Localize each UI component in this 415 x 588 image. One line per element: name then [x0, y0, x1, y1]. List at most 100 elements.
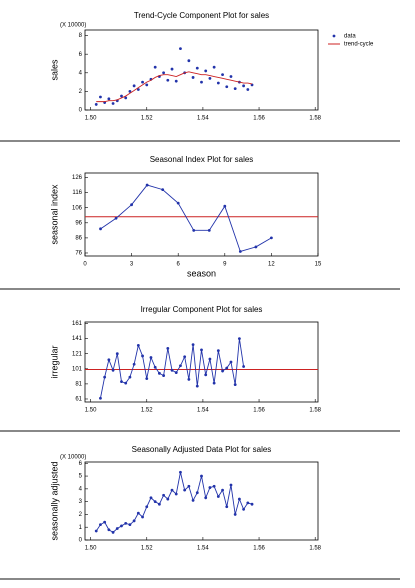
data-point	[191, 498, 195, 502]
y-multiplier: (X 10000)	[60, 455, 86, 461]
data-point	[115, 527, 119, 530]
y-axis-label: seasonally adjusted	[49, 461, 59, 540]
data-point	[221, 369, 224, 373]
data-point	[162, 374, 166, 377]
chart-title: Seasonal Index Plot for sales	[150, 155, 254, 164]
series-line	[100, 184, 272, 253]
data-point	[111, 102, 115, 105]
y-tick-label: 0	[79, 108, 83, 114]
data-point	[174, 371, 178, 374]
data-point	[183, 355, 187, 359]
y-tick-label: 3	[79, 499, 83, 505]
data-point	[115, 352, 119, 356]
data-point	[132, 362, 136, 366]
y-tick-label: 101	[72, 366, 83, 372]
data-point	[229, 75, 233, 78]
x-tick-label: 1.52	[141, 116, 153, 122]
data-point	[145, 183, 149, 187]
data-point	[170, 488, 174, 492]
data-point	[195, 491, 199, 495]
data-point	[250, 502, 254, 506]
data-point	[149, 356, 153, 359]
y-tick-label: 5	[79, 474, 83, 480]
plot-frame	[84, 321, 319, 403]
data-point	[246, 88, 250, 91]
x-tick-label: 1.52	[141, 408, 153, 414]
data-point	[130, 203, 134, 207]
data-point	[229, 483, 233, 487]
y-axis-label: irregular	[49, 345, 59, 378]
data-point	[145, 83, 149, 87]
data-point	[124, 381, 128, 385]
data-point	[149, 496, 153, 500]
data-point	[120, 524, 123, 528]
data-point	[200, 348, 203, 352]
data-point	[237, 497, 241, 501]
data-point	[145, 377, 149, 381]
data-point	[191, 343, 195, 347]
chart-title: Trend-Cycle Component Plot for sales	[134, 11, 269, 20]
data-point	[204, 496, 208, 500]
x-tick-label: 1.50	[85, 546, 97, 552]
data-point	[216, 81, 220, 85]
chart-title: Irregular Component Plot for sales	[141, 305, 263, 314]
data-point	[170, 368, 174, 372]
y-tick-label: 76	[75, 251, 82, 257]
data-point	[170, 67, 174, 71]
data-point	[233, 513, 237, 516]
chart-title: Seasonally Adjusted Data Plot for sales	[132, 445, 272, 454]
data-point	[162, 493, 166, 497]
data-point	[187, 59, 191, 63]
data-point	[233, 383, 237, 387]
x-tick-label: 1.56	[253, 116, 265, 122]
data-point	[225, 85, 229, 89]
data-point	[237, 337, 241, 341]
y-tick-label: 116	[72, 190, 82, 196]
y-tick-label: 121	[72, 351, 83, 357]
legend-label: data	[344, 34, 356, 40]
data-point	[179, 47, 182, 51]
data-point	[192, 228, 196, 232]
data-point	[136, 511, 140, 515]
y-tick-label: 2	[79, 89, 83, 95]
data-point	[216, 349, 220, 353]
data-point	[238, 250, 242, 253]
y-tick-label: 2	[79, 512, 83, 518]
y-tick-label: 6	[79, 461, 83, 467]
x-tick-label: 1.52	[141, 546, 153, 552]
data-point	[114, 216, 118, 220]
data-point	[162, 71, 166, 75]
data-point	[223, 204, 227, 208]
plot-frame	[84, 29, 319, 111]
data-point	[132, 84, 136, 88]
data-point	[204, 69, 208, 73]
x-tick-label: 1.50	[85, 116, 97, 122]
data-point	[200, 474, 203, 478]
y-tick-label: 8	[79, 33, 83, 39]
y-tick-label: 96	[75, 220, 82, 226]
data-point	[153, 65, 157, 69]
data-point	[166, 78, 170, 82]
y-tick-label: 126	[72, 175, 83, 181]
y-tick-label: 106	[72, 205, 83, 211]
data-point	[124, 96, 128, 100]
x-tick-label: 15	[315, 262, 322, 268]
data-point	[120, 380, 123, 384]
data-point	[136, 88, 140, 91]
data-point	[141, 515, 144, 519]
y-multiplier: (X 10000)	[60, 23, 86, 29]
data-point	[111, 530, 115, 534]
y-tick-label: 86	[75, 235, 82, 241]
x-tick-label: 3	[130, 262, 134, 268]
series-line	[96, 71, 253, 103]
data-point	[207, 228, 211, 232]
x-tick-label: 6	[177, 262, 181, 268]
data-point	[270, 236, 273, 240]
data-point	[246, 501, 250, 505]
data-point	[141, 80, 144, 84]
x-tick-label: 1.56	[253, 408, 265, 414]
legend-label: trend-cycle	[344, 42, 374, 48]
data-point	[242, 84, 246, 88]
